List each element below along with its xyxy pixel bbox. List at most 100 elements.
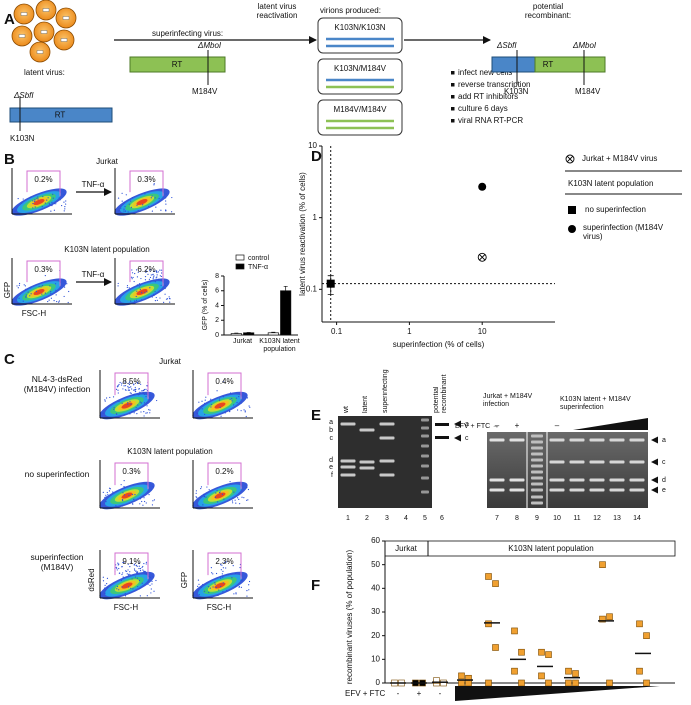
bullet xyxy=(451,95,455,99)
flow-event xyxy=(127,401,129,404)
flow-event xyxy=(249,406,251,408)
flow-event xyxy=(117,564,119,566)
flow-event xyxy=(235,586,237,588)
flow-event xyxy=(204,413,206,415)
x-tick-label-box: K103N latent population xyxy=(259,338,299,353)
flow-event xyxy=(151,583,153,585)
ladder-band xyxy=(531,482,543,486)
flow-event xyxy=(246,397,249,399)
flow-event xyxy=(224,412,226,414)
point xyxy=(545,679,552,687)
flow-event xyxy=(235,397,238,399)
point xyxy=(433,677,440,684)
flow-event xyxy=(16,285,18,287)
flow-event xyxy=(118,383,120,386)
flow-event xyxy=(124,414,126,416)
lane-label: latent xyxy=(362,395,369,413)
site-label: ΔMboI xyxy=(572,41,597,50)
flow-event xyxy=(218,398,221,400)
flow-event xyxy=(105,496,107,498)
flow-event xyxy=(130,587,132,589)
point xyxy=(572,670,579,677)
flow-event xyxy=(149,281,151,283)
point xyxy=(458,672,465,680)
legend-swatch xyxy=(235,263,245,270)
flow-event xyxy=(128,203,130,205)
flow-event xyxy=(133,498,135,500)
x-tick-label: 0.1 xyxy=(331,327,343,336)
treatment-sign: + xyxy=(417,689,422,698)
flow-event xyxy=(51,204,53,207)
band-letter: c xyxy=(465,435,469,442)
flow-event xyxy=(134,576,137,578)
flow-event xyxy=(144,279,147,281)
flow-event xyxy=(239,566,241,569)
flow-event xyxy=(113,408,115,410)
flow-event xyxy=(221,564,223,566)
flow-event xyxy=(128,494,130,496)
axis-label: dsRed xyxy=(87,568,96,591)
flow-event xyxy=(139,284,141,286)
ladder-band xyxy=(531,464,543,468)
flow-event xyxy=(229,398,231,401)
band-letter: a xyxy=(329,419,333,426)
flow-event xyxy=(130,403,132,405)
flow-event xyxy=(165,200,167,202)
flow-event xyxy=(130,206,133,208)
x-tick-label: 1 xyxy=(407,327,412,336)
treatment-label: TNF-α xyxy=(82,270,105,279)
flow-event xyxy=(236,401,238,404)
flow-event xyxy=(52,197,54,199)
flow-event xyxy=(210,566,212,569)
flow-event xyxy=(219,406,221,409)
lane-label-group: potential recombinant xyxy=(433,374,448,413)
flow-event xyxy=(143,415,145,417)
flow-event xyxy=(132,276,134,279)
flow-event xyxy=(14,210,16,212)
y-tick-label: 6 xyxy=(215,288,219,295)
flow-event xyxy=(106,587,108,589)
flow-event xyxy=(123,486,125,488)
flow-event xyxy=(142,565,144,568)
plot-title: K103N latent population xyxy=(127,447,212,456)
flow-event xyxy=(169,301,171,303)
flow-event xyxy=(131,197,133,199)
flow-event xyxy=(145,271,147,273)
flow-event xyxy=(133,568,136,570)
flow-event xyxy=(29,295,31,297)
treatment-label: EFV + FTC → xyxy=(455,423,499,430)
flow-event xyxy=(207,585,210,588)
flow-event xyxy=(165,210,167,212)
gel-band xyxy=(589,438,605,442)
x-axis-label: superinfection (% of cells) xyxy=(393,340,485,349)
y-tick-label: 0.1 xyxy=(306,284,318,293)
flow-event xyxy=(44,202,46,204)
flow-event xyxy=(138,588,140,590)
flow-event xyxy=(159,275,161,277)
otimes-cross xyxy=(566,155,574,163)
flow-event xyxy=(214,582,216,584)
dose-ramp xyxy=(455,686,660,701)
flow-event xyxy=(63,193,65,195)
flow-event xyxy=(143,570,145,573)
lane-number: 6 xyxy=(440,515,444,522)
x-tick-label: 10 xyxy=(478,327,487,336)
flow-event xyxy=(229,499,231,501)
mutation-label: K103N xyxy=(504,87,529,96)
flow-event xyxy=(223,498,225,500)
gel-header-box: K103N latent + M184V superinfection xyxy=(560,396,631,411)
gate xyxy=(114,462,149,490)
flow-density xyxy=(214,582,226,589)
gate-percentage: 0.3% xyxy=(122,467,140,476)
flow-event xyxy=(140,277,142,280)
gel-band xyxy=(489,488,505,492)
flow-event xyxy=(139,595,141,597)
cell-nucleus xyxy=(36,50,44,54)
flow-event xyxy=(235,592,237,594)
point xyxy=(465,679,472,687)
gate-percentage: 0.4% xyxy=(215,377,233,386)
flow-event xyxy=(150,489,152,491)
flow-event xyxy=(66,283,68,285)
flow-event xyxy=(132,588,134,590)
flow-event xyxy=(41,206,43,208)
